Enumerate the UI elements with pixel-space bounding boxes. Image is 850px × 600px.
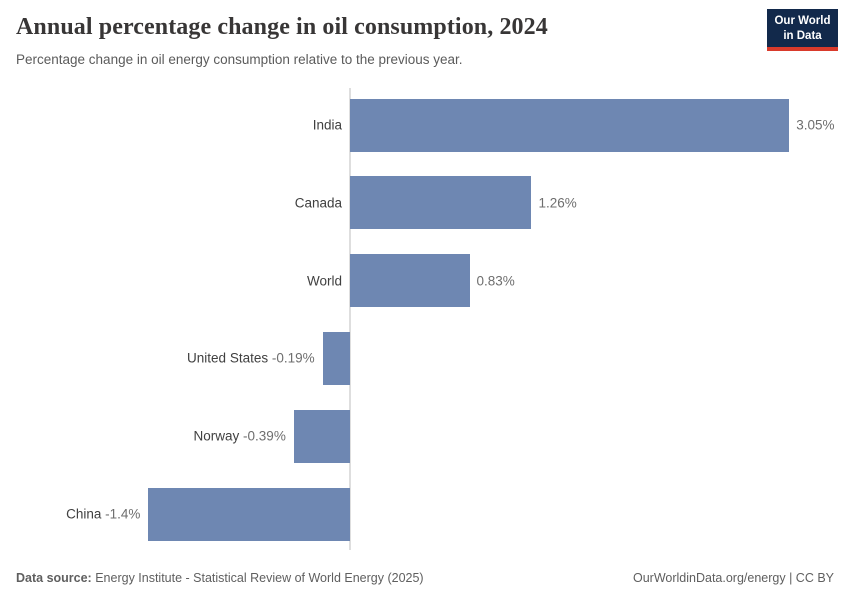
bar-united-states[interactable] (322, 331, 350, 385)
category-and-value-label: United States -0.19% (0, 351, 315, 366)
chart-area: India 3.05% Canada 1.26% World 0.83% United St… (0, 88, 850, 550)
owid-logo-accent-bar (767, 47, 838, 51)
bar-world[interactable] (350, 254, 470, 308)
value-label: 0.83% (476, 273, 515, 289)
data-source-label: Data source: (16, 571, 92, 585)
bar-india[interactable] (350, 98, 790, 152)
value-label: 1.26% (538, 195, 577, 211)
value-label: -1.4% (105, 506, 141, 522)
data-source-text: Energy Institute - Statistical Review of… (91, 571, 424, 585)
zero-axis-line (349, 88, 351, 550)
value-label: -0.19% (271, 350, 315, 366)
category-and-value-label: Norway -0.39% (0, 429, 286, 444)
owid-credit-link[interactable]: OurWorldinData.org/energy | CC BY (632, 571, 834, 585)
owid-logo[interactable]: Our World in Data (767, 9, 838, 51)
category-label: Canada (294, 195, 342, 211)
owid-logo-text: Our World in Data (767, 9, 838, 47)
category-label: Norway (193, 428, 244, 444)
chart-title: Annual percentage change in oil consumpt… (16, 14, 548, 40)
value-label: -0.39% (243, 428, 286, 444)
category-label: China (66, 506, 106, 522)
bar-china[interactable] (148, 487, 350, 541)
value-label: 3.05% (796, 117, 835, 133)
chart-subtitle: Percentage change in oil energy consumpt… (16, 52, 463, 67)
bar-norway[interactable] (293, 409, 350, 463)
category-label: India (312, 117, 342, 133)
category-label: World (306, 273, 342, 289)
data-source-note: Data source: Energy Institute - Statisti… (16, 571, 424, 585)
category-and-value-label: China -1.4% (0, 507, 140, 522)
category-label: United States (187, 350, 272, 366)
bar-canada[interactable] (350, 176, 532, 230)
